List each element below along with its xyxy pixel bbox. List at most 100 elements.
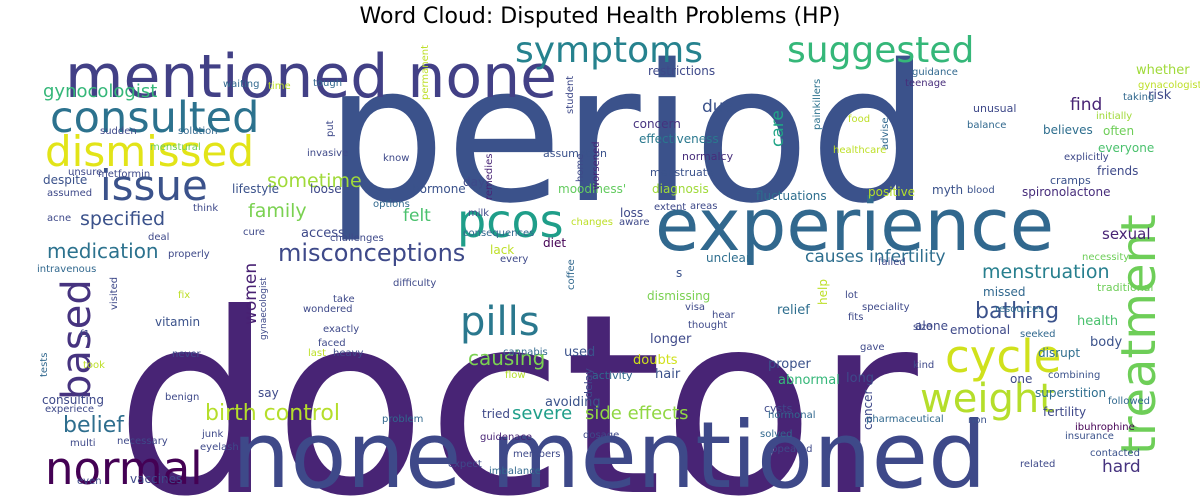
word-spironolactone: spironolactone (1022, 185, 1110, 199)
word-appeared: appeared (765, 444, 813, 455)
word-junk: junk (201, 429, 223, 440)
word-related: related (1020, 459, 1055, 470)
word-deal: deal (148, 232, 169, 243)
word-moodiness: moodiness' (558, 182, 626, 196)
word-vitamin: vitamin (155, 315, 200, 329)
word-day: day (463, 175, 485, 189)
word-benign: benign (165, 392, 199, 403)
word-options: options (373, 199, 410, 210)
word-expect: expect (448, 459, 482, 470)
word-heavy: heavy (333, 348, 364, 359)
word-combining: combining (1048, 370, 1100, 381)
word-coffee: coffee (566, 259, 577, 290)
word-pcos: pcos (457, 194, 564, 248)
word-access: access (301, 226, 345, 241)
word-causing: causing (468, 346, 545, 370)
word-birth-control: birth control (205, 401, 340, 426)
word-medication: medication (47, 239, 159, 263)
word-normal: normal (45, 442, 203, 495)
word-used: used (564, 345, 595, 360)
word-sudden: sudden (100, 126, 137, 137)
word-lack: lack (490, 243, 514, 257)
word-long: long (846, 371, 874, 386)
word-mentioned-none: mentioned none (65, 42, 557, 112)
word-consequences: consequences (463, 228, 534, 239)
word-fix: fix (178, 290, 190, 301)
word-one: one (1010, 372, 1032, 386)
word-thought: thought (688, 320, 727, 331)
word-multi: multi (70, 438, 96, 449)
word-cramps: cramps (1050, 174, 1091, 187)
word-restrictions: restrictions (648, 64, 715, 78)
word-milk: milk (468, 208, 489, 219)
word-guidance: guidance (912, 67, 958, 78)
word-often: often (1103, 124, 1134, 138)
word-know: know (383, 153, 409, 164)
word-hear: hear (712, 310, 736, 321)
word-vaccines: vaccines (130, 472, 182, 486)
word-resources: resources (995, 304, 1043, 315)
word-explicitly: explicitly (1064, 152, 1109, 163)
word-home: home (575, 154, 586, 182)
word-assumption: assumption (543, 147, 607, 160)
word-intravenous: intravenous (37, 264, 96, 275)
word-exactly: exactly (323, 324, 359, 335)
word-put: put (325, 120, 336, 137)
word-disrupt: disrupt (1038, 346, 1080, 360)
word-kind: kind (913, 360, 934, 371)
word-extent: extent (654, 202, 686, 213)
word-waiting: waiting (223, 79, 259, 90)
word-cancer: cancer (861, 389, 875, 430)
word-cure: cure (243, 227, 265, 238)
word-emotional: emotional (950, 323, 1010, 337)
word-pharmaceutical: pharmaceutical (866, 414, 944, 425)
word-positive: positive (868, 185, 915, 199)
word-blood: blood (967, 185, 995, 196)
word-guidenace: guidenace (480, 432, 532, 443)
word-aware: aware (619, 217, 649, 228)
word-menstruation: menstruation (982, 261, 1109, 283)
word-insurance: insurance (1065, 431, 1114, 442)
word-diet: diet (543, 236, 566, 250)
word-proper: proper (768, 357, 812, 372)
word-properly: properly (168, 249, 210, 260)
word-never: never (172, 349, 202, 360)
word-visited: visited (109, 277, 120, 310)
word-problem: problem (382, 414, 423, 425)
word-belief: belief (63, 413, 125, 438)
word-healthcare: healthcare (833, 145, 886, 156)
word-felt: felt (403, 206, 431, 226)
word-specified: specified (80, 208, 165, 230)
word-faced: faced (318, 338, 346, 349)
word-non: non (968, 415, 987, 426)
word-unusual: unusual (973, 102, 1016, 115)
word-despite: despite (43, 173, 87, 187)
word-acne: acne (47, 213, 71, 224)
word-doctor: doctor (115, 260, 918, 500)
word-severe: severe (512, 403, 572, 424)
word-hard: hard (1102, 457, 1141, 477)
word-cannabis: cannabis (503, 347, 548, 358)
word-longer: longer (650, 332, 692, 347)
word-side-effects: side effects (585, 403, 688, 424)
word-cysts: cysts (764, 402, 793, 415)
word-necessity: necessity (1082, 252, 1129, 263)
word-think: think (193, 203, 218, 214)
word-loose: loose (310, 182, 342, 196)
word-visa: visa (685, 302, 705, 313)
word-took: took (83, 360, 105, 371)
word-help: help (816, 279, 830, 305)
word-every: every (500, 254, 528, 265)
word-gynacologist: gynacologist (1138, 80, 1200, 91)
word-normalcy: normalcy (682, 150, 734, 163)
word-menstural: menstural (150, 142, 201, 153)
word-invasive: invasive (307, 148, 348, 159)
word-delay: delay (582, 367, 595, 398)
chart-title: Word Cloud: Disputed Health Problems (HP… (359, 4, 841, 29)
word-wondered: wondered (303, 304, 353, 315)
word-misconceptions: misconceptions (278, 239, 465, 267)
word-avoiding: avoiding (545, 395, 601, 410)
word-initially: initially (1096, 111, 1132, 122)
word-bathing: bathing (975, 299, 1059, 324)
